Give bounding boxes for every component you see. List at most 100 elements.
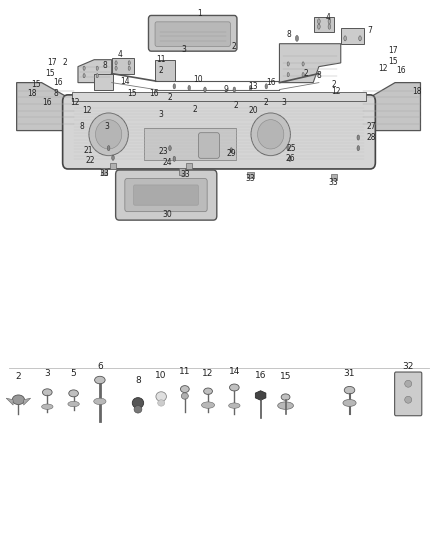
Ellipse shape [302,72,304,77]
Ellipse shape [134,406,142,413]
Text: 4: 4 [118,50,123,59]
Polygon shape [155,60,175,81]
Text: 11: 11 [179,367,191,376]
Text: 3: 3 [159,110,164,119]
Ellipse shape [289,156,291,161]
Ellipse shape [230,148,233,153]
Text: 8: 8 [135,376,141,385]
Text: 8: 8 [80,123,85,131]
Text: 10: 10 [193,76,203,84]
Text: 33: 33 [180,171,190,179]
Ellipse shape [180,386,189,392]
Text: 4: 4 [325,13,330,21]
Polygon shape [94,74,113,90]
Text: 31: 31 [344,369,355,377]
Text: 2: 2 [193,105,197,114]
FancyBboxPatch shape [198,133,219,158]
Polygon shape [144,128,236,160]
Text: 29: 29 [226,149,236,158]
FancyBboxPatch shape [148,15,237,51]
Ellipse shape [249,85,252,91]
Polygon shape [24,398,31,405]
Text: 2: 2 [232,42,237,51]
Text: 16: 16 [255,371,266,379]
Text: 6: 6 [97,362,103,370]
Text: 2: 2 [63,59,67,67]
Text: 30: 30 [162,210,172,219]
Text: 15: 15 [389,57,398,66]
Ellipse shape [115,66,117,70]
Ellipse shape [344,36,346,41]
Ellipse shape [328,24,331,29]
Ellipse shape [344,386,355,394]
Ellipse shape [128,61,130,65]
Text: 22: 22 [85,157,95,165]
Ellipse shape [128,66,130,70]
Text: 27: 27 [367,123,376,131]
FancyBboxPatch shape [155,22,230,46]
Text: 12: 12 [71,98,80,107]
Ellipse shape [132,398,144,408]
Ellipse shape [42,404,53,409]
Ellipse shape [281,394,290,400]
Bar [186,163,192,169]
Text: 12: 12 [378,64,388,72]
FancyBboxPatch shape [63,95,375,169]
Ellipse shape [204,87,206,92]
Ellipse shape [251,113,290,156]
Text: 18: 18 [412,87,422,96]
Text: 2: 2 [332,80,336,88]
Ellipse shape [201,402,215,408]
Ellipse shape [357,146,360,151]
Ellipse shape [95,119,122,149]
Text: 2: 2 [233,101,238,110]
Ellipse shape [287,62,290,66]
Text: 2: 2 [16,373,21,381]
Text: 17: 17 [47,59,57,67]
Polygon shape [78,60,112,83]
Text: 25: 25 [286,144,296,152]
Text: 2: 2 [264,98,268,107]
Ellipse shape [173,84,176,89]
Bar [110,163,116,169]
Text: 24: 24 [162,158,172,167]
Ellipse shape [115,61,117,65]
Polygon shape [72,92,366,101]
Bar [101,168,107,175]
Ellipse shape [405,397,412,403]
FancyBboxPatch shape [395,372,422,416]
Ellipse shape [12,395,25,405]
Ellipse shape [83,66,85,70]
Ellipse shape [107,146,110,151]
Text: 3: 3 [44,369,50,377]
Ellipse shape [265,84,268,89]
Polygon shape [112,58,134,74]
Text: 3: 3 [181,45,187,53]
Polygon shape [361,83,420,131]
Text: 12: 12 [82,107,92,115]
Text: 7: 7 [367,27,373,35]
Ellipse shape [89,113,128,156]
Text: 5: 5 [71,369,77,377]
Ellipse shape [233,87,236,92]
Text: 2: 2 [168,93,172,101]
Ellipse shape [156,392,166,401]
Text: 26: 26 [285,155,295,163]
Polygon shape [6,398,13,405]
Ellipse shape [405,381,412,387]
Ellipse shape [302,62,304,66]
Polygon shape [255,391,266,400]
Polygon shape [279,44,341,83]
Ellipse shape [343,400,356,406]
Ellipse shape [69,390,78,397]
Text: 16: 16 [53,78,63,87]
Bar [331,174,337,180]
Text: 11: 11 [156,55,166,64]
Text: 16: 16 [266,78,276,87]
Ellipse shape [359,36,361,41]
Text: 20: 20 [248,107,258,115]
Ellipse shape [287,146,290,151]
Ellipse shape [95,376,105,384]
Text: 23: 23 [158,148,168,156]
Text: 33: 33 [329,178,339,187]
